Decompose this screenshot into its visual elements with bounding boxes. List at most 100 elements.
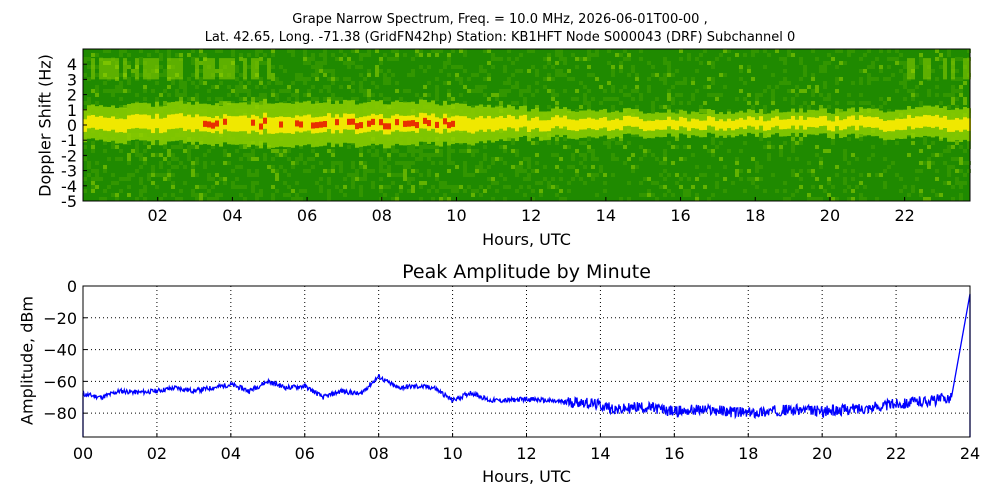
spectrogram-cell bbox=[503, 65, 507, 69]
spectrogram-cell bbox=[439, 49, 443, 53]
spectrogram-cell bbox=[323, 85, 327, 89]
spectrogram-cell bbox=[595, 53, 599, 57]
spectrogram-cell bbox=[283, 169, 287, 173]
spectrogram-ridge-core bbox=[255, 116, 259, 133]
spectrogram-cell bbox=[119, 53, 123, 57]
spectrogram-cell bbox=[447, 145, 451, 149]
spectrogram-cell bbox=[623, 49, 627, 53]
spectrogram-cell bbox=[427, 173, 431, 177]
spectrogram-cell bbox=[267, 165, 271, 169]
spectrogram-cell bbox=[827, 177, 831, 181]
spectrogram-cell bbox=[663, 157, 667, 161]
spectrogram-cell bbox=[547, 185, 551, 189]
spectrogram-cell bbox=[343, 193, 347, 197]
spectrogram-ridge-core bbox=[919, 116, 923, 129]
spectrogram-xtick-label: 12 bbox=[521, 206, 541, 225]
spectrogram-cell bbox=[175, 53, 179, 57]
spectrogram-cell bbox=[839, 61, 843, 65]
spectrogram-cell bbox=[287, 85, 291, 89]
spectrogram-cell bbox=[155, 141, 159, 145]
spectrogram-cell bbox=[575, 97, 579, 101]
spectrogram-ridge-core bbox=[579, 118, 583, 130]
spectrogram-cell bbox=[587, 145, 591, 149]
spectrogram-cell bbox=[515, 153, 519, 157]
spectrogram-cell bbox=[231, 169, 235, 173]
spectrogram-cell bbox=[275, 81, 279, 85]
spectrogram-ytick-label: -3 bbox=[61, 162, 77, 181]
spectrogram-cell bbox=[107, 185, 111, 189]
spectrogram-cell bbox=[163, 173, 167, 177]
spectrogram-cell bbox=[663, 105, 667, 109]
spectrogram-cell bbox=[423, 141, 427, 145]
spectrogram-cell bbox=[131, 73, 135, 77]
spectrogram-cell bbox=[939, 57, 943, 61]
spectrogram-cell bbox=[739, 177, 743, 181]
spectrogram-ridge-core bbox=[719, 119, 723, 129]
spectrogram-cell bbox=[431, 197, 435, 201]
spectrogram-cell bbox=[799, 77, 803, 81]
spectrogram-cell bbox=[967, 169, 971, 173]
spectrogram-cell bbox=[319, 61, 323, 65]
spectrogram-cell bbox=[747, 101, 751, 105]
spectrogram-cell bbox=[879, 49, 883, 53]
spectrogram-cell bbox=[711, 81, 715, 85]
spectrogram-cell bbox=[583, 157, 587, 161]
spectrogram-ridge-core bbox=[287, 116, 291, 134]
spectrogram-cell bbox=[411, 177, 415, 181]
spectrogram-cell bbox=[391, 197, 395, 201]
spectrogram-ridge-core bbox=[599, 117, 603, 129]
spectrogram-cell bbox=[199, 53, 203, 57]
spectrogram-cell bbox=[395, 193, 399, 197]
spectrogram-cell bbox=[323, 69, 327, 73]
spectrogram-cell bbox=[671, 73, 675, 77]
spectrogram-cell bbox=[851, 189, 855, 193]
spectrogram-cell bbox=[379, 185, 383, 189]
spectrogram-cell bbox=[295, 73, 299, 77]
spectrogram-cell bbox=[271, 49, 275, 53]
spectrogram-cell bbox=[635, 165, 639, 169]
spectrogram-ridge-peak bbox=[351, 118, 355, 125]
spectrogram-ridge-peak bbox=[211, 122, 215, 129]
spectrogram-cell bbox=[207, 97, 211, 101]
spectrogram-cell bbox=[967, 161, 971, 165]
spectrogram-cell bbox=[403, 161, 407, 165]
spectrogram-cell bbox=[143, 157, 147, 161]
spectrogram-cell bbox=[827, 149, 831, 153]
spectrogram-cell bbox=[791, 53, 795, 57]
spectrogram-cell bbox=[635, 73, 639, 77]
spectrogram-cell bbox=[203, 53, 207, 57]
spectrogram-cell bbox=[607, 141, 611, 145]
spectrogram-cell bbox=[243, 185, 247, 189]
spectrogram-cell bbox=[783, 81, 787, 85]
spectrogram-ytick-label: 4 bbox=[67, 55, 77, 74]
spectrogram-cell bbox=[379, 161, 383, 165]
spectrogram-cell bbox=[239, 85, 243, 89]
spectrogram-cell bbox=[599, 165, 603, 169]
spectrogram-cell bbox=[531, 169, 535, 173]
spectrogram-cell bbox=[379, 165, 383, 169]
spectrogram-cell bbox=[859, 77, 863, 81]
spectrogram-cell bbox=[291, 49, 295, 53]
spectrogram-cell bbox=[635, 133, 639, 137]
spectrogram-cell bbox=[511, 101, 515, 105]
spectrogram-cell bbox=[155, 173, 159, 177]
spectrogram-cell bbox=[327, 181, 331, 185]
spectrogram-cell bbox=[651, 153, 655, 157]
spectrogram-cell bbox=[551, 77, 555, 81]
spectrogram-cell bbox=[303, 61, 307, 65]
spectrogram-cell bbox=[759, 93, 763, 97]
spectrogram-cell bbox=[527, 185, 531, 189]
spectrogram-cell bbox=[227, 85, 231, 89]
spectrogram-ridge-core bbox=[807, 117, 811, 127]
spectrogram-cell bbox=[123, 177, 127, 181]
spectrogram-cell bbox=[519, 161, 523, 165]
spectrogram-cell bbox=[495, 93, 499, 97]
spectrogram-cell bbox=[215, 97, 219, 101]
spectrogram-cell bbox=[395, 81, 399, 85]
spectrogram-cell bbox=[947, 149, 951, 153]
spectrogram-cell bbox=[235, 69, 239, 73]
spectrogram-ridge-core bbox=[519, 115, 523, 128]
spectrogram-ridge-core bbox=[327, 113, 331, 130]
spectrogram-cell bbox=[819, 69, 823, 73]
spectrogram-cell bbox=[375, 65, 379, 69]
